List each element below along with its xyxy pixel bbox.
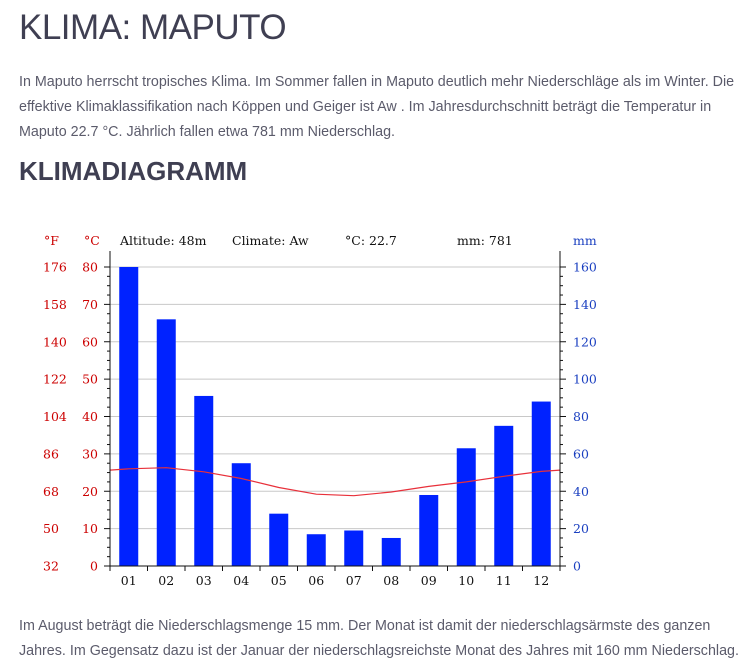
- celsius-axis-ticks: 0 10 20 30 40 50 60 70 80: [82, 260, 98, 574]
- month-label: 10: [458, 573, 474, 588]
- intro-paragraph: In Maputo herrscht tropisches Klima. Im …: [19, 74, 735, 140]
- fahrenheit-tick-label: 158: [43, 297, 67, 312]
- celsius-tick-label: 0: [90, 559, 98, 574]
- mm-tick-label: 120: [573, 334, 597, 349]
- mm-axis-ticks: 0 20 40 60 80 100 120 140 160: [573, 260, 597, 574]
- mm-tick-label: 160: [573, 260, 597, 275]
- fahrenheit-tick-label: 32: [43, 559, 59, 574]
- climate-chart: °F °C mm Altitude: 48m Climate: Aw °C: 2…: [43, 233, 597, 588]
- month-label: 06: [308, 573, 324, 588]
- precipitation-bar: [531, 401, 551, 566]
- summary-paragraph: Im August beträgt die Niederschlagsmenge…: [19, 618, 739, 659]
- page-title: KLIMA: MAPUTO: [19, 8, 287, 47]
- precipitation-bars: [119, 267, 551, 566]
- month-label: 02: [158, 573, 174, 588]
- mm-tick-label: 60: [573, 446, 589, 461]
- fahrenheit-tick-label: 176: [43, 260, 67, 275]
- precipitation-bar: [231, 463, 251, 566]
- fahrenheit-tick-label: 86: [43, 446, 59, 461]
- mm-tick-label: 40: [573, 484, 589, 499]
- mm-tick-label: 20: [573, 521, 589, 536]
- climate-label: Climate: Aw: [232, 233, 309, 248]
- precipitation-bar: [381, 537, 401, 566]
- mm-tick-label: 140: [573, 297, 597, 312]
- precipitation-bar: [269, 513, 289, 566]
- fahrenheit-axis-ticks: 32 50 68 86 104 122 140 158 176: [43, 260, 67, 574]
- month-label: 03: [196, 573, 212, 588]
- annual-precipitation-label: mm: 781: [457, 233, 513, 248]
- temperature-line: [109, 467, 561, 497]
- celsius-tick-label: 80: [82, 260, 98, 275]
- mm-tick-label: 80: [573, 409, 589, 424]
- fahrenheit-tick-label: 104: [43, 409, 67, 424]
- month-label: 09: [421, 573, 437, 588]
- month-label: 01: [121, 573, 137, 588]
- precipitation-bar: [119, 267, 139, 566]
- celsius-tick-label: 60: [82, 334, 98, 349]
- precipitation-bar: [194, 395, 214, 566]
- fahrenheit-unit-label: °F: [44, 233, 59, 248]
- precipitation-bar: [156, 319, 176, 566]
- month-label: 04: [233, 573, 249, 588]
- month-label: 07: [346, 573, 362, 588]
- section-title: KLIMADIAGRAMM: [19, 156, 248, 186]
- celsius-tick-label: 70: [82, 297, 98, 312]
- celsius-unit-label: °C: [84, 233, 100, 248]
- fahrenheit-tick-label: 68: [43, 484, 59, 499]
- average-temperature-label: °C: 22.7: [345, 233, 397, 248]
- fahrenheit-tick-label: 122: [43, 372, 67, 387]
- mm-tick-label: 0: [573, 559, 581, 574]
- fahrenheit-tick-label: 140: [43, 334, 67, 349]
- altitude-label: Altitude: 48m: [119, 233, 207, 248]
- gridlines: [110, 266, 560, 530]
- precipitation-bar: [419, 494, 439, 566]
- precipitation-bar: [306, 534, 326, 566]
- plot-frame: [104, 251, 566, 571]
- celsius-tick-label: 20: [82, 484, 98, 499]
- celsius-tick-label: 10: [82, 521, 98, 536]
- month-label: 05: [271, 573, 287, 588]
- fahrenheit-tick-label: 50: [43, 521, 59, 536]
- mm-unit-label: mm: [573, 233, 597, 248]
- celsius-tick-label: 40: [82, 409, 98, 424]
- month-label: 11: [496, 573, 512, 588]
- celsius-tick-label: 50: [82, 372, 98, 387]
- precipitation-bar: [456, 448, 476, 566]
- precipitation-bar: [494, 425, 514, 566]
- month-label: 08: [383, 573, 399, 588]
- month-label: 12: [533, 573, 549, 588]
- month-axis-labels: 01 02 03 04 05 06 07 08 09 10 11 12: [121, 573, 549, 588]
- celsius-tick-label: 30: [82, 446, 98, 461]
- mm-tick-label: 100: [573, 372, 597, 387]
- precipitation-bar: [344, 530, 364, 566]
